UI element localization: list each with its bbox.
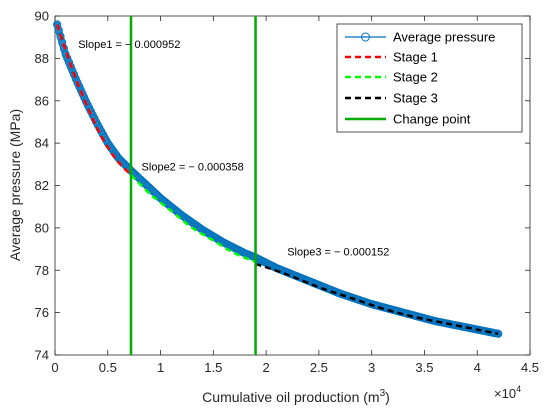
y-tick-label: 90 [35,9,49,24]
legend-entry-average-pressure: Average pressure [345,30,495,45]
legend-entry-stage-2: Stage 2 [345,70,438,85]
x-axis-multiplier: ×104 [494,384,521,401]
y-tick-label: 88 [35,51,49,66]
y-tick-label: 74 [35,348,49,363]
slope-annotation-1: Slope1 = − 0.000952 [78,39,180,51]
y-tick-label: 84 [35,136,49,151]
data-point-average-pressure [75,82,84,91]
y-tick-label: 78 [35,263,49,278]
slope-annotation-3: Slope3 = − 0.000152 [287,246,389,258]
data-point-average-pressure [70,70,79,79]
svg-text:Change point: Change point [393,112,471,127]
x-tick-label: 0 [51,360,58,375]
x-tick-label: 1 [157,360,164,375]
y-tick-label: 86 [35,93,49,108]
svg-text:Average pressure: Average pressure [393,30,495,45]
data-point-average-pressure [64,58,74,67]
x-tick-label: 4 [474,360,481,375]
x-tick-label: 3 [368,360,375,375]
series-line-stage-3 [255,262,499,336]
series-line-stage-2 [130,174,257,263]
slope-annotation-2: Slope2 = − 0.000358 [142,162,244,174]
y-axis-label: Average pressure (MPa) [7,109,23,261]
legend: Average pressure Stage 1 Stage 2 Stage 3… [336,23,523,133]
data-point-average-pressure [78,89,87,98]
x-tick-label: 2 [262,360,269,375]
y-tick-label: 82 [35,178,49,193]
x-axis-label: Cumulative oil production (m3) [202,388,390,405]
x-tick-label: 2.5 [310,360,328,375]
x-tick-label: 1.5 [204,360,222,375]
data-point-average-pressure [61,50,70,59]
data-point-average-pressure [494,329,503,338]
svg-text:Stage 2: Stage 2 [393,70,438,85]
y-tick-label: 80 [35,220,49,235]
svg-text:Stage 3: Stage 3 [393,91,438,106]
x-tick-label: 0.5 [99,360,117,375]
legend-entry-stage-1: Stage 1 [345,50,438,65]
data-point-average-pressure [56,32,65,41]
legend-entry-stage-3: Stage 3 [345,91,438,106]
x-tick-label: 4.5 [521,360,539,375]
y-tick-label: 76 [35,305,49,320]
x-tick-label: 3.5 [415,360,433,375]
legend-entry-change-point: Change point [345,112,471,127]
svg-text:Stage 1: Stage 1 [393,50,438,65]
